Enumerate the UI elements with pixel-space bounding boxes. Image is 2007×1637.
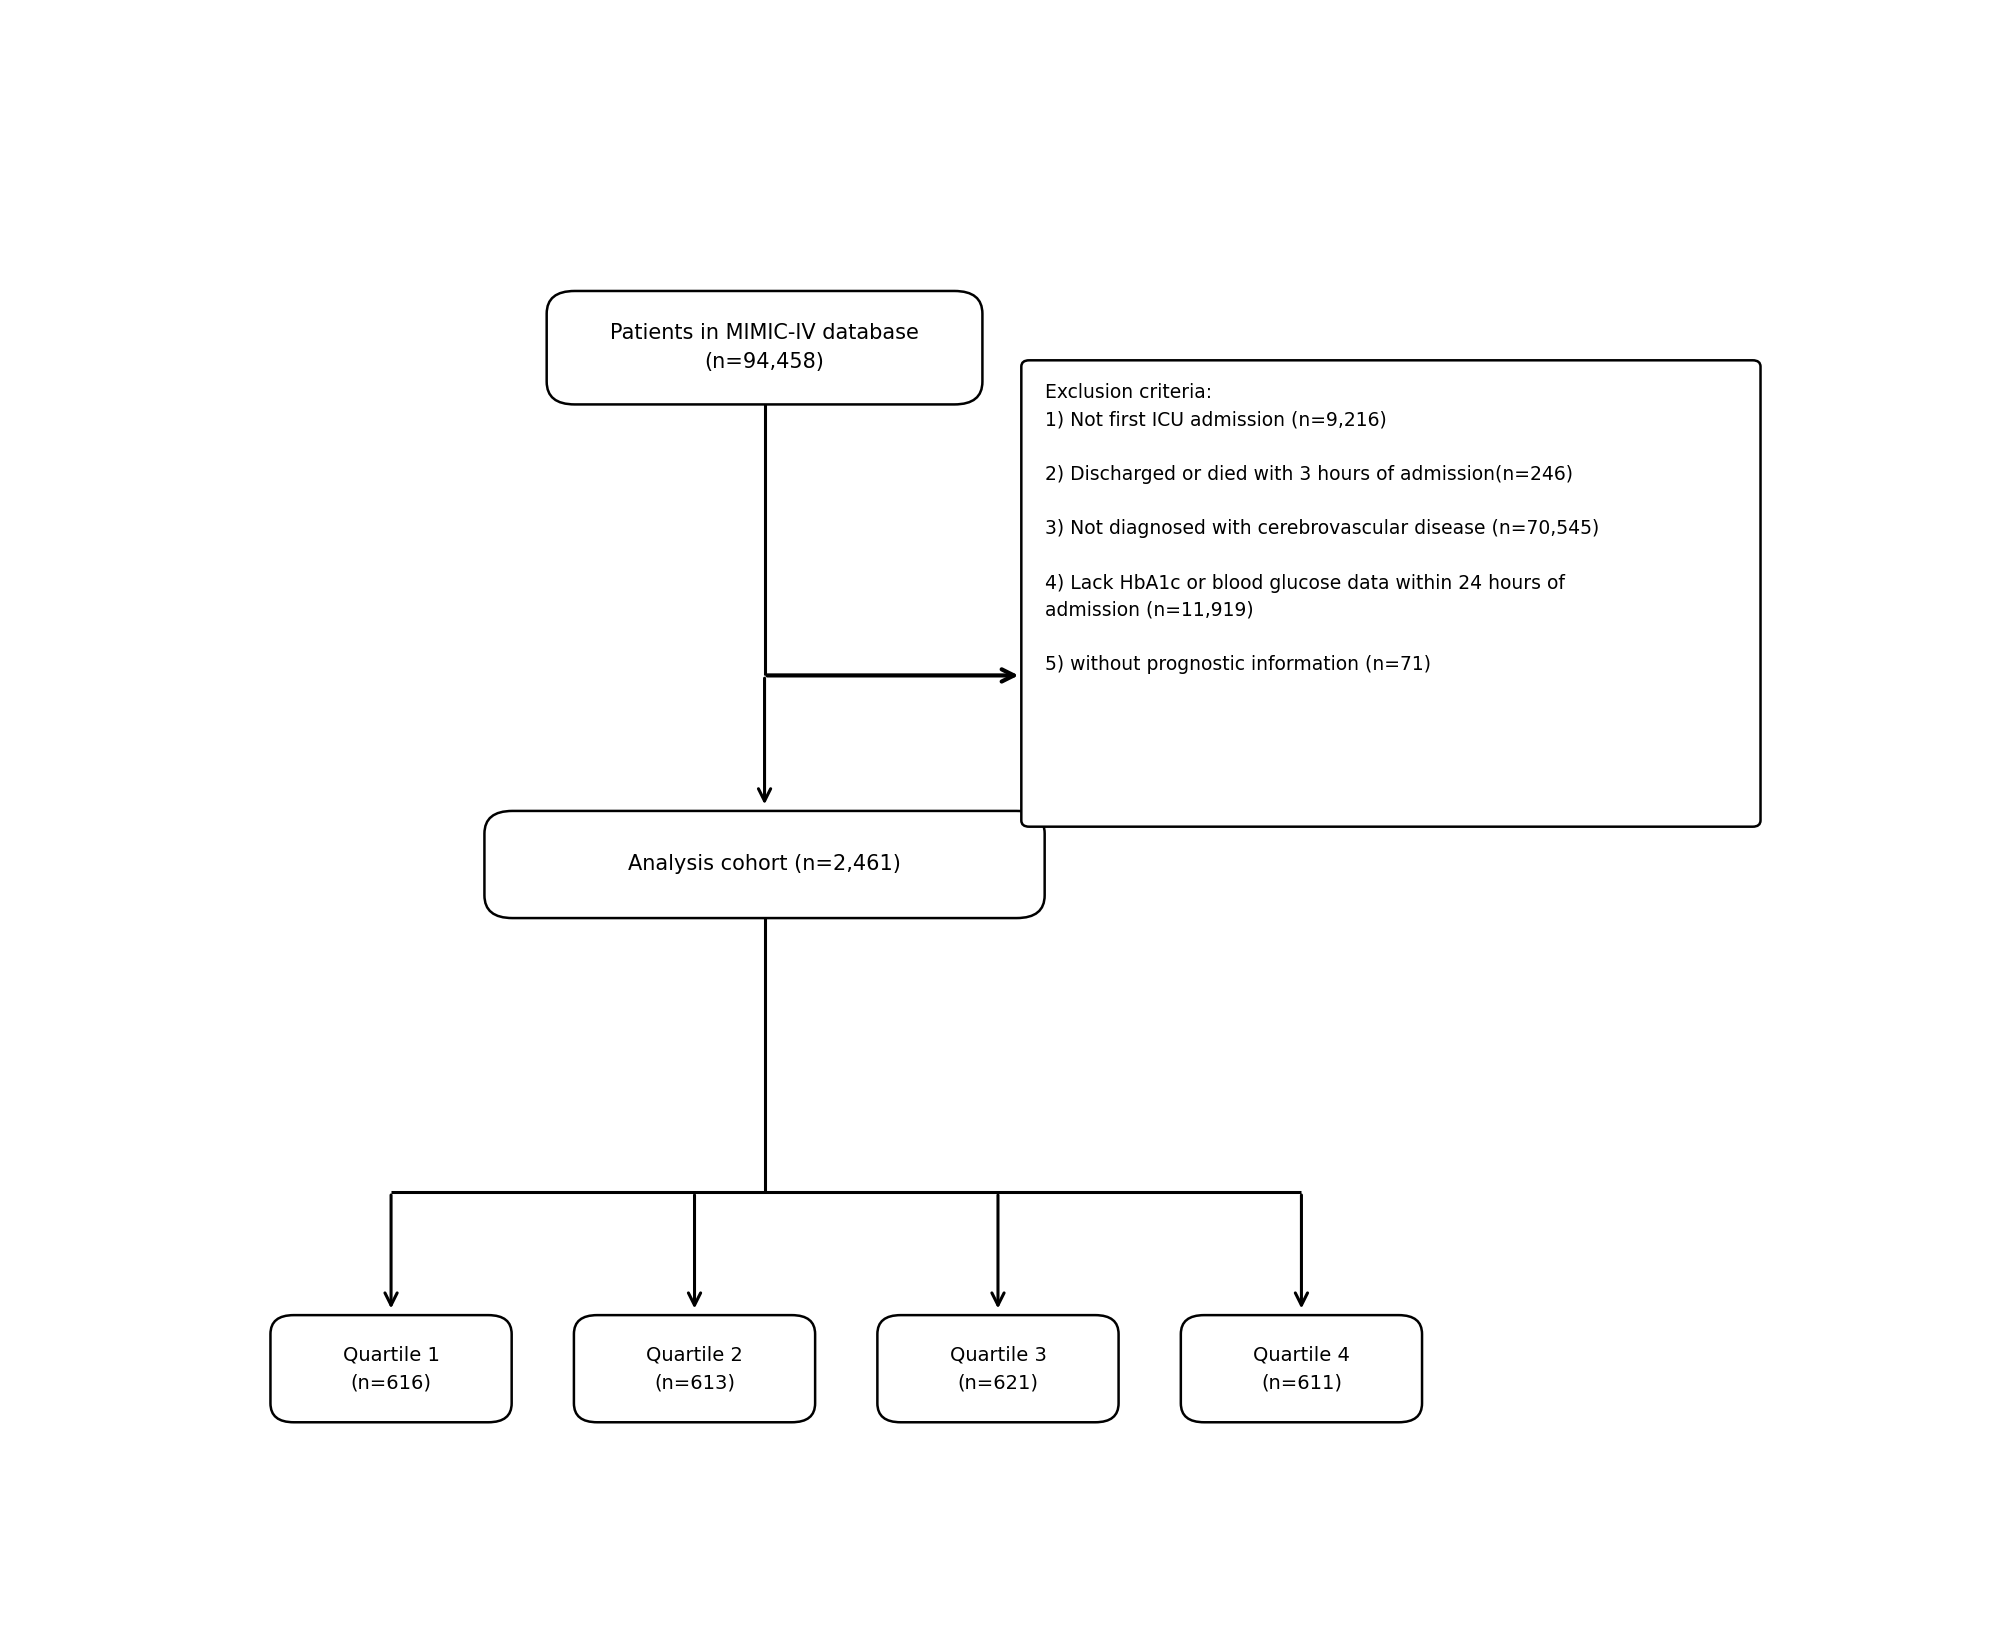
Text: Analysis cohort (n=2,461): Analysis cohort (n=2,461) <box>628 855 901 874</box>
Text: Quartile 4
(n=611): Quartile 4 (n=611) <box>1252 1346 1349 1391</box>
FancyBboxPatch shape <box>1180 1315 1421 1423</box>
Text: Quartile 1
(n=616): Quartile 1 (n=616) <box>343 1346 440 1391</box>
Text: Quartile 3
(n=621): Quartile 3 (n=621) <box>949 1346 1046 1391</box>
FancyBboxPatch shape <box>1022 360 1760 827</box>
FancyBboxPatch shape <box>574 1315 815 1423</box>
FancyBboxPatch shape <box>484 810 1044 918</box>
FancyBboxPatch shape <box>271 1315 512 1423</box>
FancyBboxPatch shape <box>546 291 981 404</box>
Text: Patients in MIMIC-IV database
(n=94,458): Patients in MIMIC-IV database (n=94,458) <box>610 322 919 373</box>
Text: Quartile 2
(n=613): Quartile 2 (n=613) <box>646 1346 743 1391</box>
Text: Exclusion criteria:
1) Not first ICU admission (n=9,216)

2) Discharged or died : Exclusion criteria: 1) Not first ICU adm… <box>1044 383 1598 674</box>
FancyBboxPatch shape <box>877 1315 1118 1423</box>
